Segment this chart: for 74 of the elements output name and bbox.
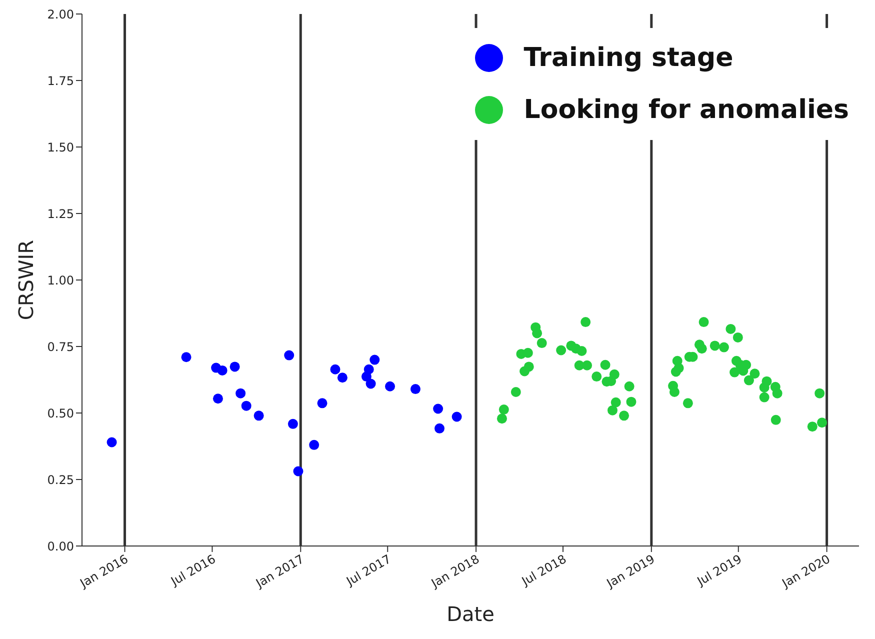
- point: [212, 394, 223, 404]
- y-tick-label: 0.50: [47, 406, 74, 420]
- point: [236, 388, 246, 398]
- point: [181, 352, 192, 362]
- point: [524, 362, 534, 372]
- point: [556, 345, 566, 356]
- point: [410, 384, 420, 394]
- point: [254, 410, 264, 421]
- point: [669, 386, 680, 397]
- point: [726, 324, 736, 334]
- point: [582, 360, 592, 370]
- y-tick-label: 0.00: [47, 539, 74, 554]
- point: [230, 362, 240, 372]
- point: [600, 360, 610, 370]
- point: [732, 332, 743, 342]
- point: [106, 437, 117, 448]
- point: [696, 344, 707, 354]
- point: [817, 418, 827, 428]
- legend-label: Looking for anomalies: [524, 95, 849, 125]
- point: [385, 381, 396, 392]
- point: [337, 372, 348, 383]
- point: [452, 412, 462, 422]
- point: [580, 317, 591, 328]
- point: [770, 414, 781, 425]
- y-tick-label: 1.75: [47, 74, 74, 88]
- point: [682, 398, 693, 408]
- point: [317, 398, 328, 408]
- y-axis-title: CRSWIR: [14, 240, 38, 320]
- point: [718, 342, 729, 352]
- point: [288, 418, 298, 429]
- point: [532, 328, 542, 338]
- point: [309, 440, 320, 450]
- point: [330, 364, 340, 374]
- point: [370, 354, 380, 365]
- point: [750, 368, 760, 379]
- point: [496, 414, 507, 424]
- point: [434, 423, 445, 434]
- point: [576, 346, 587, 356]
- point: [433, 404, 444, 414]
- point: [674, 363, 684, 374]
- y-tick-label: 1.00: [47, 273, 74, 288]
- y-tick-label: 1.25: [47, 206, 74, 221]
- y-tick-label: 0.75: [47, 340, 74, 354]
- point: [744, 375, 754, 386]
- point: [217, 365, 228, 376]
- point: [361, 372, 372, 382]
- point: [759, 392, 770, 402]
- x-axis-title: Date: [446, 602, 494, 626]
- point: [366, 378, 376, 389]
- point: [619, 410, 630, 421]
- point: [607, 405, 618, 416]
- y-tick-label: 2.00: [47, 7, 74, 22]
- point: [293, 466, 304, 476]
- point: [772, 388, 782, 398]
- point: [522, 348, 533, 358]
- point: [609, 369, 620, 380]
- point: [624, 381, 634, 392]
- point: [592, 372, 602, 382]
- y-tick-label: 0.25: [47, 472, 74, 487]
- legend-label: Training stage: [524, 43, 734, 73]
- point: [759, 382, 770, 392]
- point: [626, 396, 636, 407]
- point: [730, 367, 740, 378]
- y-tick-label: 1.50: [47, 140, 74, 154]
- point: [807, 422, 818, 432]
- point: [284, 350, 294, 360]
- point: [610, 397, 621, 408]
- point: [710, 340, 720, 351]
- point: [536, 338, 547, 348]
- point: [498, 404, 509, 415]
- point: [814, 388, 825, 398]
- point: [510, 386, 521, 397]
- point: [241, 400, 252, 411]
- point: [698, 317, 709, 328]
